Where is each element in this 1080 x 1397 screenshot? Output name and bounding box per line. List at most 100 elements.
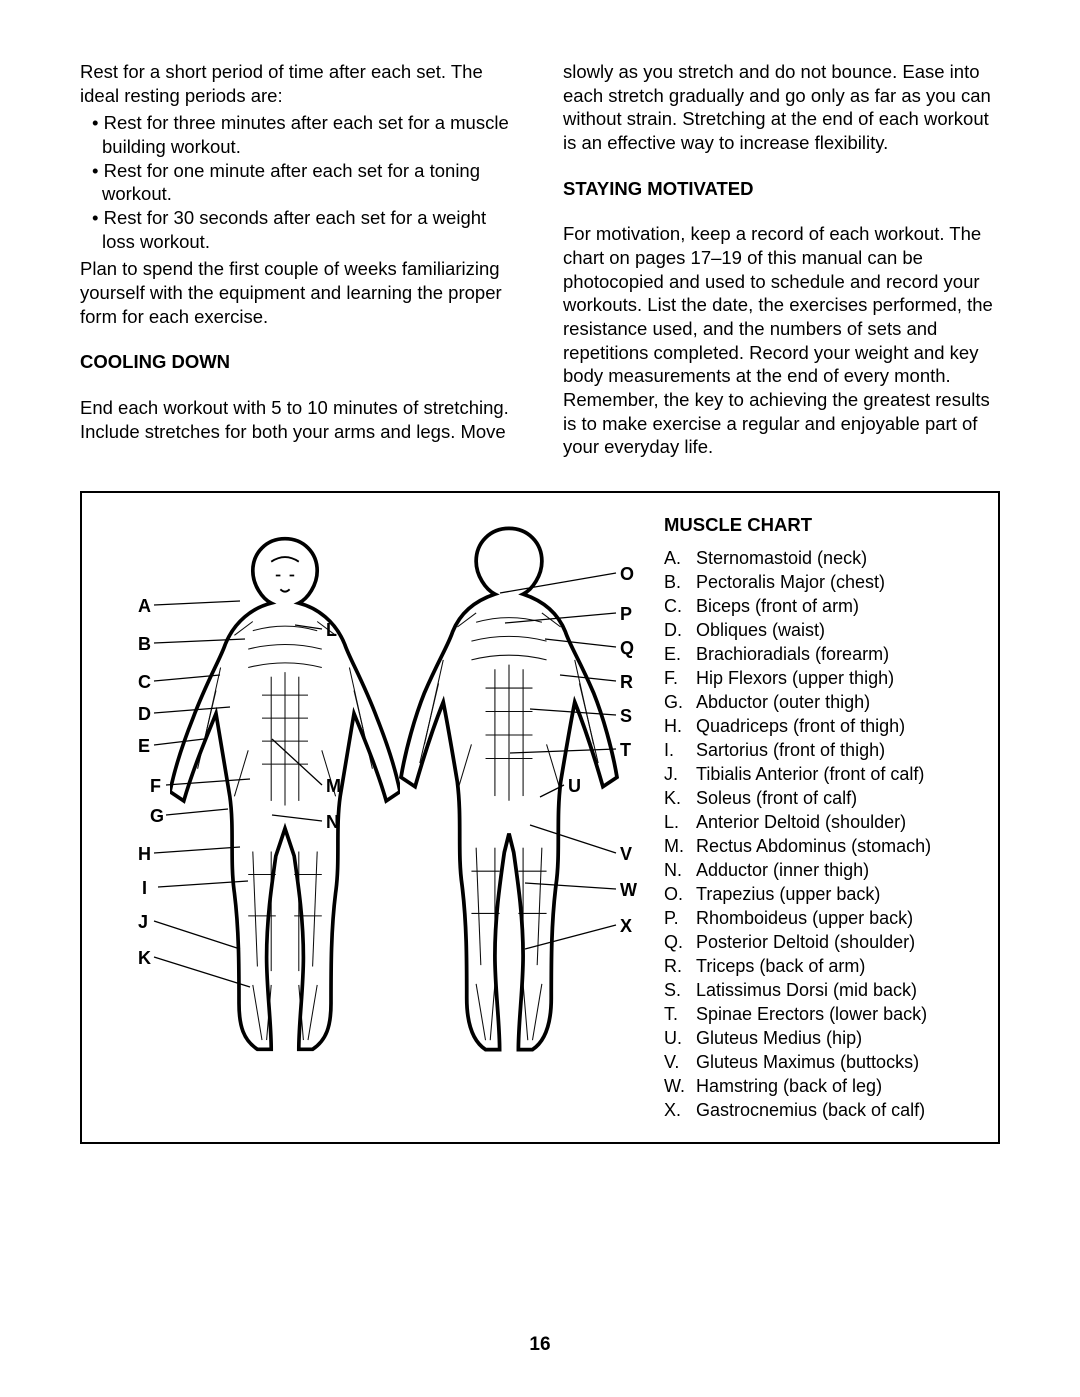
diagram-label-g: G bbox=[150, 805, 164, 828]
legend-name: Brachioradials (forearm) bbox=[696, 643, 889, 666]
diagram-label-q: Q bbox=[620, 637, 634, 660]
diagram-label-j: J bbox=[138, 911, 148, 934]
legend-name: Quadriceps (front of thigh) bbox=[696, 715, 905, 738]
diagram-label-h: H bbox=[138, 843, 151, 866]
diagram-label-k: K bbox=[138, 947, 151, 970]
legend-name: Hamstring (back of leg) bbox=[696, 1075, 882, 1098]
diagram-label-x: X bbox=[620, 915, 632, 938]
muscle-legend-item: Q.Posterior Deltoid (shoulder) bbox=[664, 931, 980, 954]
muscle-legend-item: R.Triceps (back of arm) bbox=[664, 955, 980, 978]
right-column: slowly as you stretch and do not bounce.… bbox=[563, 60, 1000, 463]
legend-name: Gastrocnemius (back of calf) bbox=[696, 1099, 925, 1122]
legend-letter: I. bbox=[664, 739, 696, 762]
legend-letter: N. bbox=[664, 859, 696, 882]
legend-letter: O. bbox=[664, 883, 696, 906]
muscle-legend-item: X.Gastrocnemius (back of calf) bbox=[664, 1099, 980, 1122]
legend-name: Rectus Abdominus (stomach) bbox=[696, 835, 931, 858]
muscle-legend-item: I.Sartorius (front of thigh) bbox=[664, 739, 980, 762]
cooling-down-text: End each workout with 5 to 10 minutes of… bbox=[80, 396, 517, 443]
rest-bullet: Rest for one minute after each set for a… bbox=[80, 159, 517, 206]
body-back-icon bbox=[384, 519, 634, 1059]
stretch-continued: slowly as you stretch and do not bounce.… bbox=[563, 60, 1000, 155]
cooling-down-heading: COOLING DOWN bbox=[80, 350, 517, 374]
legend-letter: V. bbox=[664, 1051, 696, 1074]
legend-name: Soleus (front of calf) bbox=[696, 787, 857, 810]
legend-name: Obliques (waist) bbox=[696, 619, 825, 642]
rest-after: Plan to spend the first couple of weeks … bbox=[80, 257, 517, 328]
left-column: Rest for a short period of time after ea… bbox=[80, 60, 517, 463]
legend-letter: J. bbox=[664, 763, 696, 786]
diagram-label-c: C bbox=[138, 671, 151, 694]
muscle-legend-item: L.Anterior Deltoid (shoulder) bbox=[664, 811, 980, 834]
legend-name: Biceps (front of arm) bbox=[696, 595, 859, 618]
diagram-label-w: W bbox=[620, 879, 637, 902]
diagram-label-v: V bbox=[620, 843, 632, 866]
rest-bullet: Rest for 30 seconds after each set for a… bbox=[80, 206, 517, 253]
muscle-legend-item: S.Latissimus Dorsi (mid back) bbox=[664, 979, 980, 1002]
rest-bullet: Rest for three minutes after each set fo… bbox=[80, 111, 517, 158]
legend-letter: T. bbox=[664, 1003, 696, 1026]
diagram-label-f: F bbox=[150, 775, 161, 798]
muscle-legend-item: N.Adductor (inner thigh) bbox=[664, 859, 980, 882]
staying-motivated-text: For motivation, keep a record of each wo… bbox=[563, 222, 1000, 459]
body-front-icon bbox=[170, 529, 400, 1059]
muscle-legend-item: P.Rhomboideus (upper back) bbox=[664, 907, 980, 930]
muscle-legend-item: W.Hamstring (back of leg) bbox=[664, 1075, 980, 1098]
legend-letter: X. bbox=[664, 1099, 696, 1122]
diagram-label-o: O bbox=[620, 563, 634, 586]
legend-letter: E. bbox=[664, 643, 696, 666]
muscle-legend-item: V.Gluteus Maximus (buttocks) bbox=[664, 1051, 980, 1074]
legend-letter: G. bbox=[664, 691, 696, 714]
diagram-label-m: M bbox=[326, 775, 341, 798]
legend-letter: C. bbox=[664, 595, 696, 618]
muscle-legend-item: G.Abductor (outer thigh) bbox=[664, 691, 980, 714]
muscle-legend-item: F.Hip Flexors (upper thigh) bbox=[664, 667, 980, 690]
muscle-legend-item: D.Obliques (waist) bbox=[664, 619, 980, 642]
diagram-label-a: A bbox=[138, 595, 151, 618]
diagram-label-r: R bbox=[620, 671, 633, 694]
diagram-label-s: S bbox=[620, 705, 632, 728]
legend-letter: A. bbox=[664, 547, 696, 570]
legend-letter: H. bbox=[664, 715, 696, 738]
muscle-legend-item: C.Biceps (front of arm) bbox=[664, 595, 980, 618]
muscle-diagram: ABCDEFGHIJKLMNOPQRSTUVWX bbox=[100, 509, 640, 1069]
legend-name: Anterior Deltoid (shoulder) bbox=[696, 811, 906, 834]
text-columns: Rest for a short period of time after ea… bbox=[80, 60, 1000, 463]
legend-letter: F. bbox=[664, 667, 696, 690]
legend-name: Pectoralis Major (chest) bbox=[696, 571, 885, 594]
legend-letter: Q. bbox=[664, 931, 696, 954]
legend-letter: D. bbox=[664, 619, 696, 642]
legend-name: Tibialis Anterior (front of calf) bbox=[696, 763, 924, 786]
muscle-legend-item: E.Brachioradials (forearm) bbox=[664, 643, 980, 666]
diagram-label-i: I bbox=[142, 877, 147, 900]
diagram-label-t: T bbox=[620, 739, 631, 762]
muscle-chart-box: ABCDEFGHIJKLMNOPQRSTUVWX MUSCLE CHART A.… bbox=[80, 491, 1000, 1143]
legend-letter: S. bbox=[664, 979, 696, 1002]
muscle-legend-item: J.Tibialis Anterior (front of calf) bbox=[664, 763, 980, 786]
legend-name: Sternomastoid (neck) bbox=[696, 547, 867, 570]
legend-name: Gluteus Maximus (buttocks) bbox=[696, 1051, 919, 1074]
diagram-label-e: E bbox=[138, 735, 150, 758]
legend-name: Spinae Erectors (lower back) bbox=[696, 1003, 927, 1026]
muscle-legend-item: B.Pectoralis Major (chest) bbox=[664, 571, 980, 594]
diagram-label-d: D bbox=[138, 703, 151, 726]
muscle-chart-title: MUSCLE CHART bbox=[664, 513, 980, 537]
muscle-legend-item: K.Soleus (front of calf) bbox=[664, 787, 980, 810]
muscle-legend-item: A.Sternomastoid (neck) bbox=[664, 547, 980, 570]
legend-name: Rhomboideus (upper back) bbox=[696, 907, 913, 930]
rest-bullets: Rest for three minutes after each set fo… bbox=[80, 111, 517, 253]
diagram-label-p: P bbox=[620, 603, 632, 626]
rest-intro: Rest for a short period of time after ea… bbox=[80, 60, 517, 107]
legend-letter: L. bbox=[664, 811, 696, 834]
diagram-label-l: L bbox=[326, 619, 337, 642]
muscle-legend-item: O.Trapezius (upper back) bbox=[664, 883, 980, 906]
diagram-label-b: B bbox=[138, 633, 151, 656]
diagram-label-u: U bbox=[568, 775, 581, 798]
legend-name: Latissimus Dorsi (mid back) bbox=[696, 979, 917, 1002]
muscle-legend-item: M.Rectus Abdominus (stomach) bbox=[664, 835, 980, 858]
legend-name: Posterior Deltoid (shoulder) bbox=[696, 931, 915, 954]
legend-name: Trapezius (upper back) bbox=[696, 883, 880, 906]
muscle-legend-item: U.Gluteus Medius (hip) bbox=[664, 1027, 980, 1050]
muscle-legend-item: H.Quadriceps (front of thigh) bbox=[664, 715, 980, 738]
legend-name: Abductor (outer thigh) bbox=[696, 691, 870, 714]
